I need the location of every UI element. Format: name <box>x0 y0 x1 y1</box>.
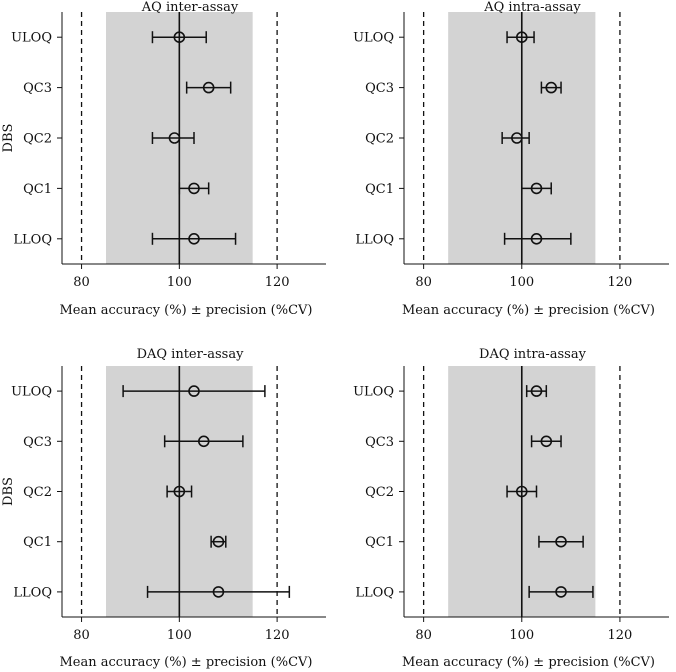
mean-marker-qc3 <box>202 81 215 94</box>
x-tick-label-100: 100 <box>509 628 534 643</box>
mean-marker-qc3 <box>197 435 210 448</box>
mean-marker-lloq <box>555 586 567 598</box>
x-tick-label-80: 80 <box>415 628 432 643</box>
mean-marker-qc2 <box>511 132 523 144</box>
category-label-lloq: LLOQ <box>355 232 394 247</box>
x-tick-label-120: 120 <box>265 275 290 290</box>
mean-marker-qc3 <box>540 435 553 448</box>
category-label-qc2: QC2 <box>365 132 394 147</box>
category-label-uloq: ULOQ <box>353 31 394 46</box>
mean-marker-qc2 <box>173 485 186 498</box>
category-label-lloq: LLOQ <box>355 585 394 600</box>
mean-marker-lloq <box>530 233 543 245</box>
panel-title: DAQ inter-assay <box>137 347 244 362</box>
x-tick-label-120: 120 <box>608 275 633 290</box>
category-label-qc1: QC1 <box>23 182 52 197</box>
mean-marker-uloq <box>188 385 200 397</box>
mean-marker-qc2 <box>515 485 528 498</box>
category-label-qc2: QC2 <box>365 485 394 500</box>
panel-title: AQ inter-assay <box>141 0 239 15</box>
y-axis-label: DBS <box>1 124 16 153</box>
x-tick-label-120: 120 <box>608 628 633 643</box>
panel-2: 80 100 120 ULOQ QC3 QC2 QC1 LLOQ AQ intra-assay M… <box>353 0 669 318</box>
mean-marker-uloq <box>515 31 528 44</box>
x-axis-label: Mean accuracy (%) ± precision (%CV) <box>402 655 655 670</box>
category-label-qc3: QC3 <box>365 435 394 450</box>
panel-title: AQ intra-assay <box>483 0 581 15</box>
category-label-qc2: QC2 <box>23 132 52 147</box>
x-axis-label: Mean accuracy (%) ± precision (%CV) <box>402 303 655 318</box>
x-tick-label-100: 100 <box>509 275 534 290</box>
mean-marker-lloq <box>188 233 200 245</box>
category-label-qc1: QC1 <box>365 535 394 550</box>
category-label-uloq: ULOQ <box>353 385 394 400</box>
x-axis-label: Mean accuracy (%) ± precision (%CV) <box>60 655 313 670</box>
x-tick-label-80: 80 <box>73 275 90 290</box>
category-label-uloq: ULOQ <box>11 31 52 46</box>
panel-1: 80 100 120 ULOQ QC3 QC2 QC1 LLOQ AQ inter-assay M… <box>1 0 326 318</box>
panel-4: 80 100 120 ULOQ QC3 QC2 QC1 LLOQ DAQ intra-assay… <box>353 347 669 670</box>
panel-3: 80 100 120 ULOQ QC3 QC2 QC1 LLOQ DAQ inter-assay… <box>1 347 326 670</box>
mean-marker-uloq <box>530 385 543 397</box>
category-label-qc1: QC1 <box>23 535 52 550</box>
panel-title: DAQ intra-assay <box>479 347 587 362</box>
x-tick-label-80: 80 <box>415 275 432 290</box>
mean-marker-qc1 <box>530 182 543 195</box>
category-label-lloq: LLOQ <box>13 585 52 600</box>
x-tick-label-80: 80 <box>73 628 90 643</box>
category-label-qc3: QC3 <box>23 81 52 96</box>
y-axis-label: DBS <box>1 477 16 506</box>
x-axis-label: Mean accuracy (%) ± precision (%CV) <box>60 303 313 318</box>
x-tick-label-100: 100 <box>167 628 192 643</box>
category-label-lloq: LLOQ <box>13 232 52 247</box>
x-tick-label-120: 120 <box>265 628 290 643</box>
mean-marker-qc1 <box>212 535 225 548</box>
x-tick-label-100: 100 <box>167 275 192 290</box>
category-label-uloq: ULOQ <box>11 385 52 400</box>
mean-marker-qc2 <box>168 132 181 144</box>
category-label-qc3: QC3 <box>365 81 394 96</box>
mean-marker-qc3 <box>545 81 558 94</box>
category-label-qc1: QC1 <box>365 182 394 197</box>
mean-marker-lloq <box>212 586 225 598</box>
category-label-qc2: QC2 <box>23 485 52 500</box>
mean-marker-qc1 <box>555 535 567 548</box>
category-label-qc3: QC3 <box>23 435 52 450</box>
mean-marker-qc1 <box>188 182 200 195</box>
mean-marker-uloq <box>173 31 186 44</box>
